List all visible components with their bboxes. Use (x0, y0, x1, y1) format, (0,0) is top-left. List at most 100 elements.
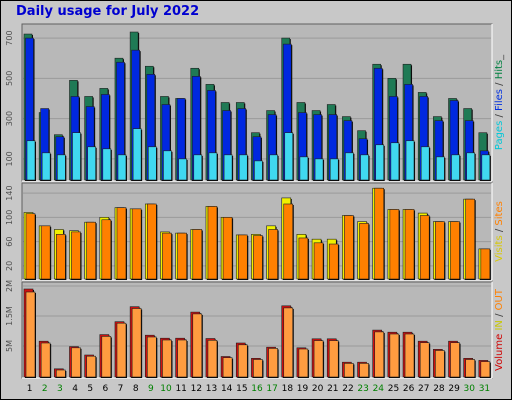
y-tick-label: 2M (5, 280, 14, 292)
bar-out-26 (404, 333, 415, 378)
bar-pages-25 (390, 142, 400, 181)
bar-pages-21 (329, 158, 339, 181)
bar-pages-14 (223, 154, 233, 181)
x-tick-label: 26 (403, 384, 415, 394)
bar-out-18 (283, 307, 294, 378)
side-label-part: / (494, 111, 505, 121)
bar-pages-16 (254, 160, 263, 181)
x-tick-label: 3 (57, 384, 63, 394)
side-label-part: / (494, 79, 505, 89)
bar-sites-15 (237, 234, 248, 280)
side-label-part: Sites (494, 201, 505, 225)
bar-sites-27 (419, 215, 430, 280)
side-label-part: OUT (494, 288, 505, 310)
bar-out-21 (328, 340, 339, 378)
x-tick-label: 29 (448, 384, 460, 394)
bar-out-5 (86, 355, 96, 378)
y-tick-label: 300 (5, 111, 14, 126)
bar-pages-3 (57, 154, 66, 181)
bar-pages-18 (284, 132, 294, 181)
bar-out-6 (101, 336, 112, 378)
x-tick-label: 20 (312, 384, 324, 394)
bar-sites-22 (344, 215, 354, 280)
bar-out-1 (25, 291, 36, 378)
bar-out-29 (450, 342, 460, 378)
y-tick-label: 100 (5, 151, 14, 166)
bar-out-22 (344, 363, 354, 378)
x-tick-label: 19 (297, 384, 309, 394)
bar-sites-31 (480, 248, 491, 280)
y-tick-label: 60 (5, 237, 14, 247)
side-label-part: / (494, 226, 505, 236)
bar-sites-1 (25, 213, 36, 280)
x-tick-label: 18 (282, 384, 294, 394)
bar-pages-13 (208, 152, 218, 181)
bar-sites-5 (86, 221, 96, 280)
bar-pages-9 (147, 146, 157, 181)
bar-pages-17 (269, 154, 278, 181)
y-tick-label: 5M (5, 340, 14, 352)
bar-out-30 (465, 359, 475, 378)
x-tick-label: 27 (418, 384, 429, 394)
bar-sites-30 (465, 198, 475, 280)
bar-sites-23 (359, 223, 369, 280)
bar-sites-2 (40, 225, 51, 280)
x-tick-label: 25 (388, 384, 399, 394)
x-tick-label: 24 (373, 384, 385, 394)
bar-pages-7 (117, 154, 127, 181)
x-tick-label: 14 (221, 384, 233, 394)
side-label-part: Files (494, 89, 505, 111)
side-label-top: Pages / Files / Hits_ (494, 54, 505, 150)
bar-sites-7 (116, 207, 127, 280)
side-label-middle: Visits / Sites (494, 201, 505, 262)
x-tick-label: 5 (87, 384, 93, 394)
bar-out-13 (207, 339, 218, 378)
x-tick-label: 22 (342, 384, 353, 394)
y-tick-label: 20 (5, 261, 14, 271)
bar-pages-4 (72, 132, 81, 181)
bar-sites-8 (131, 208, 142, 280)
bar-sites-29 (450, 221, 460, 280)
bar-pages-22 (345, 152, 354, 181)
x-tick-label: 21 (327, 384, 338, 394)
bar-sites-26 (404, 209, 415, 280)
y-tick-label: 700 (5, 30, 14, 45)
x-tick-label: 4 (72, 384, 78, 394)
bar-pages-31 (481, 154, 491, 181)
bar-out-11 (177, 339, 187, 378)
bar-sites-18 (283, 203, 294, 280)
bar-pages-8 (132, 128, 142, 181)
side-label-part: Pages (494, 121, 505, 150)
bar-out-31 (480, 361, 491, 378)
y-tick-label: 140 (5, 185, 14, 200)
x-tick-label: 28 (433, 384, 445, 394)
side-label-part: Volume (494, 334, 505, 371)
bar-sites-12 (192, 229, 203, 280)
bar-pages-15 (238, 154, 248, 181)
x-tick-label: 11 (175, 384, 186, 394)
bar-out-3 (56, 369, 66, 378)
bar-sites-17 (268, 229, 278, 280)
bar-sites-4 (71, 231, 81, 280)
x-tick-label: 9 (148, 384, 154, 394)
bar-pages-2 (41, 152, 51, 181)
y-tick-label: 1.5M (5, 306, 14, 326)
x-tick-label: 30 (464, 384, 476, 394)
bar-out-14 (222, 357, 233, 378)
bar-pages-28 (436, 156, 445, 181)
bar-sites-21 (328, 243, 339, 280)
x-tick-label: 8 (133, 384, 139, 394)
bar-sites-3 (56, 234, 66, 280)
bar-sites-11 (177, 232, 187, 280)
bar-out-16 (253, 359, 263, 378)
bar-sites-9 (146, 203, 157, 280)
bar-pages-1 (26, 140, 36, 181)
bar-pages-30 (466, 152, 475, 181)
side-label-part: / (494, 310, 505, 320)
x-tick-label: 1 (27, 384, 33, 394)
side-label-part: Hits (494, 60, 505, 79)
bar-pages-12 (193, 154, 203, 181)
x-tick-label: 7 (118, 384, 124, 394)
bar-pages-6 (102, 148, 112, 181)
